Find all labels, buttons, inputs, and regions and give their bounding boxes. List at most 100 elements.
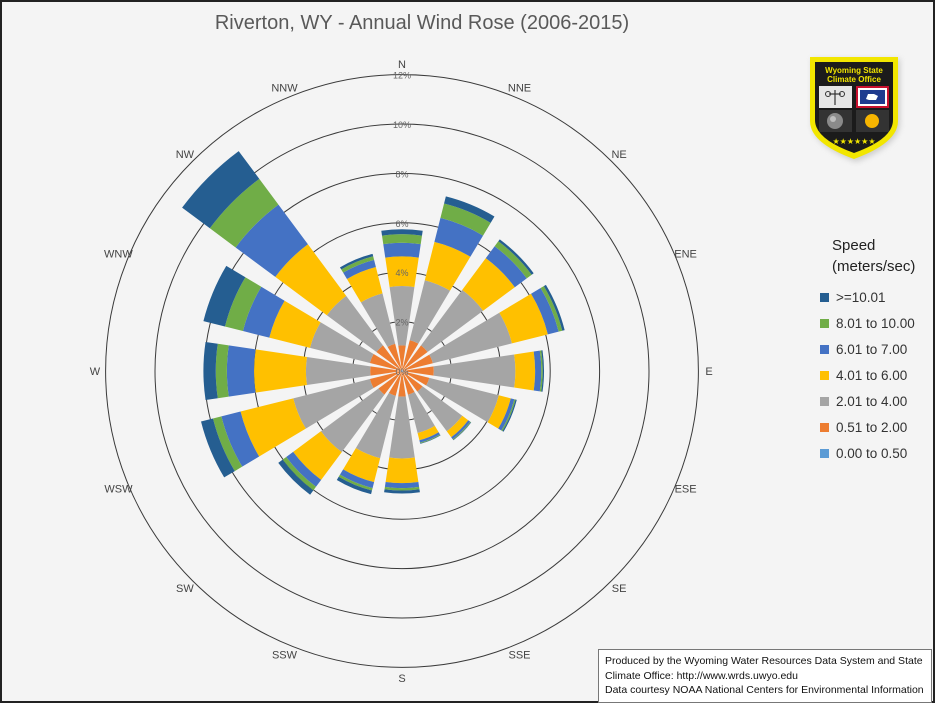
legend-title: Speed (meters/sec) bbox=[832, 237, 916, 275]
wind-bar-segment bbox=[444, 196, 495, 223]
direction-label: NNE bbox=[508, 82, 531, 94]
wind-bar-segment bbox=[384, 486, 420, 491]
wind-bar-segment bbox=[531, 288, 559, 335]
legend-label: >=10.01 bbox=[836, 289, 886, 305]
direction-labels: N NNE NE ENE E ESE SE SSE S SSW SW WSW W WNW NW NNW bbox=[90, 59, 713, 685]
legend-label: 4.01 to 6.00 bbox=[836, 367, 908, 383]
wind-bar-segment bbox=[360, 293, 396, 347]
climate-office-shield-icon: Wyoming State Climate Office ★★★★★★ bbox=[810, 57, 900, 162]
wind-bar-segment bbox=[433, 354, 516, 388]
wind-bar-segment bbox=[402, 340, 419, 371]
chart-legend: Speed (meters/sec) >=10.01 8.01 to 10.00… bbox=[820, 235, 935, 466]
legend-label: 6.01 to 7.00 bbox=[836, 341, 908, 357]
legend-swatch bbox=[820, 318, 829, 328]
legend-label: 0.00 to 0.50 bbox=[836, 445, 908, 461]
direction-label: SE bbox=[612, 583, 627, 595]
climate-office-logo: Wyoming State Climate Office ★★★★★★ bbox=[802, 49, 910, 172]
direction-label: ESE bbox=[675, 484, 697, 496]
wind-bar-segment bbox=[310, 322, 374, 363]
legend-item: 8.01 to 10.00 bbox=[820, 310, 935, 336]
wind-bar-segment bbox=[254, 349, 307, 393]
wind-bar-segment bbox=[182, 151, 260, 229]
wind-bar-segment bbox=[215, 343, 229, 399]
wind-bar-segment bbox=[286, 451, 322, 487]
wind-bar-segment bbox=[278, 459, 314, 495]
wind-bar-segment bbox=[339, 469, 375, 489]
wind-bar-segment bbox=[499, 293, 548, 344]
grid-ring bbox=[154, 123, 650, 619]
wind-bar-segment bbox=[398, 345, 406, 371]
chart-title: Riverton, WY - Annual Wind Rose (2006-20… bbox=[214, 12, 630, 34]
wind-bar-segment bbox=[401, 371, 402, 372]
radial-tick-label: 0% bbox=[395, 367, 408, 377]
wind-bar-segment bbox=[326, 295, 383, 352]
wind-bar-segment bbox=[212, 416, 243, 472]
wind-bar-segment bbox=[389, 396, 415, 459]
wind-bar-segment bbox=[514, 351, 536, 391]
wind-bar-segment bbox=[401, 371, 402, 372]
radial-tick-labels: 0% 2% 4% 6% 8% 10% 12% bbox=[393, 71, 411, 377]
wind-bar-segment bbox=[378, 371, 402, 395]
logo-text-line1: Wyoming State bbox=[825, 66, 883, 75]
credits-box: Produced by the Wyoming Water Resources … bbox=[598, 649, 932, 703]
wind-bar-segment bbox=[402, 371, 415, 395]
legend-swatch bbox=[820, 396, 829, 406]
wind-bar-segment bbox=[494, 241, 532, 279]
wind-bar-segment bbox=[201, 418, 235, 478]
wind-bar-segment bbox=[540, 286, 563, 332]
radial-tick-label: 10% bbox=[393, 120, 411, 130]
direction-label: WNW bbox=[104, 249, 133, 261]
wind-bar-segment bbox=[502, 399, 517, 432]
credits-line: Produced by the Wyoming Water Resources … bbox=[605, 655, 923, 667]
wind-bar-segment bbox=[498, 239, 534, 275]
wind-bar-segment bbox=[452, 421, 471, 440]
wind-bar-segment bbox=[343, 448, 381, 483]
wind-bar-segment bbox=[382, 234, 422, 245]
wind-bar-segment bbox=[533, 350, 542, 392]
wind-bar-segment bbox=[240, 398, 306, 457]
wind-bar-segment bbox=[402, 354, 433, 371]
credits-line: Climate Office: http://www.wrds.uwyo.edu bbox=[605, 669, 798, 682]
legend-swatch bbox=[820, 292, 829, 302]
legend-item: 4.01 to 6.00 bbox=[820, 362, 935, 388]
wind-bar-segment bbox=[341, 256, 375, 273]
wind-bar-segment bbox=[402, 370, 403, 371]
radial-tick-label: 6% bbox=[395, 219, 408, 229]
wind-bar-segment bbox=[462, 258, 515, 311]
direction-label: W bbox=[90, 366, 101, 378]
wind-bar-segment bbox=[429, 312, 512, 364]
wind-bar-segment bbox=[487, 395, 511, 429]
wind-bar-segment bbox=[226, 345, 256, 397]
wind-bar-segment bbox=[203, 265, 246, 327]
wind-bar-segment bbox=[339, 253, 374, 270]
wind-bar-segment bbox=[402, 371, 403, 372]
radial-tick-label: 12% bbox=[393, 71, 411, 81]
radial-tick-label: 2% bbox=[395, 318, 408, 328]
wind-bar-segment bbox=[203, 341, 218, 401]
credits-line: Data courtesy NOAA National Centers for … bbox=[605, 684, 924, 696]
legend-item: >=10.01 bbox=[820, 284, 935, 310]
wind-bar-segment bbox=[541, 350, 545, 392]
wind-bar-segment bbox=[421, 289, 484, 352]
wind-bar-segment bbox=[417, 386, 463, 432]
wind-bar-segment bbox=[419, 432, 440, 443]
wind-bar-segment bbox=[485, 246, 527, 288]
wind-bar-segment bbox=[407, 391, 435, 434]
direction-label: WSW bbox=[104, 484, 133, 496]
wind-bar-segment bbox=[369, 371, 402, 388]
wind-bars bbox=[182, 151, 565, 495]
wind-bar-segment bbox=[417, 425, 439, 441]
wind-bar-segment bbox=[320, 388, 385, 453]
direction-label: ENE bbox=[674, 249, 697, 261]
wind-bar-segment bbox=[346, 267, 383, 303]
wind-bar-segment bbox=[293, 379, 374, 429]
wind-bar-segment bbox=[384, 489, 420, 494]
wind-bar-segment bbox=[501, 399, 516, 432]
wind-bar-segment bbox=[381, 229, 423, 236]
wind-bar-segment bbox=[235, 204, 308, 277]
direction-label: SSW bbox=[272, 650, 298, 662]
wind-bar-segment bbox=[343, 259, 376, 280]
logo-text-line2: Climate Office bbox=[827, 75, 881, 84]
